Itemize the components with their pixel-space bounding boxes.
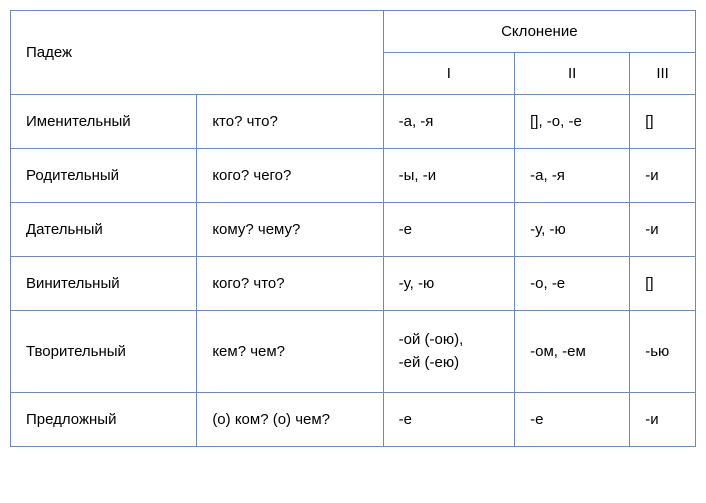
cell-ending-ii: -о, -е — [515, 257, 630, 311]
cell-question: кого? что? — [197, 257, 383, 311]
cell-ending-i: -ой (-ою),-ей (-ею) — [383, 311, 515, 393]
cell-ending-i: -у, -ю — [383, 257, 515, 311]
cell-ending-ii: [], -о, -е — [515, 95, 630, 149]
table-row: Творительный кем? чем? -ой (-ою),-ей (-е… — [11, 311, 696, 393]
cell-ending-iii: -ью — [630, 311, 696, 393]
header-declension: Склонение — [383, 11, 695, 53]
cell-ending-ii: -а, -я — [515, 149, 630, 203]
cell-case-name: Родительный — [11, 149, 197, 203]
header-case: Падеж — [11, 11, 384, 95]
cell-ending-i: -е — [383, 203, 515, 257]
cell-ending-ii: -у, -ю — [515, 203, 630, 257]
table-row: Именительный кто? что? -а, -я [], -о, -е… — [11, 95, 696, 149]
table-row: Винительный кого? что? -у, -ю -о, -е [] — [11, 257, 696, 311]
cell-ending-iii: [] — [630, 257, 696, 311]
cell-ending-i: -а, -я — [383, 95, 515, 149]
table-row: Родительный кого? чего? -ы, -и -а, -я -и — [11, 149, 696, 203]
table-body: Именительный кто? что? -а, -я [], -о, -е… — [11, 95, 696, 447]
cell-ending-iii: -и — [630, 393, 696, 447]
header-col-i: I — [383, 53, 515, 95]
cell-question: кому? чему? — [197, 203, 383, 257]
header-col-ii: II — [515, 53, 630, 95]
header-col-iii: III — [630, 53, 696, 95]
cell-question: кем? чем? — [197, 311, 383, 393]
table-row: Дательный кому? чему? -е -у, -ю -и — [11, 203, 696, 257]
cell-ending-i: -ы, -и — [383, 149, 515, 203]
cell-ending-iii: -и — [630, 149, 696, 203]
cell-question: кто? что? — [197, 95, 383, 149]
cell-ending-iii: -и — [630, 203, 696, 257]
cell-question: (о) ком? (о) чем? — [197, 393, 383, 447]
cell-case-name: Творительный — [11, 311, 197, 393]
cell-question: кого? чего? — [197, 149, 383, 203]
declension-table: Падеж Склонение I II III Именительный кт… — [10, 10, 696, 447]
cell-case-name: Именительный — [11, 95, 197, 149]
cell-ending-iii: [] — [630, 95, 696, 149]
cell-case-name: Дательный — [11, 203, 197, 257]
cell-ending-i: -е — [383, 393, 515, 447]
table-row: Предложный (о) ком? (о) чем? -е -е -и — [11, 393, 696, 447]
cell-ending-ii: -е — [515, 393, 630, 447]
cell-case-name: Винительный — [11, 257, 197, 311]
header-row-1: Падеж Склонение — [11, 11, 696, 53]
cell-case-name: Предложный — [11, 393, 197, 447]
cell-ending-ii: -ом, -ем — [515, 311, 630, 393]
